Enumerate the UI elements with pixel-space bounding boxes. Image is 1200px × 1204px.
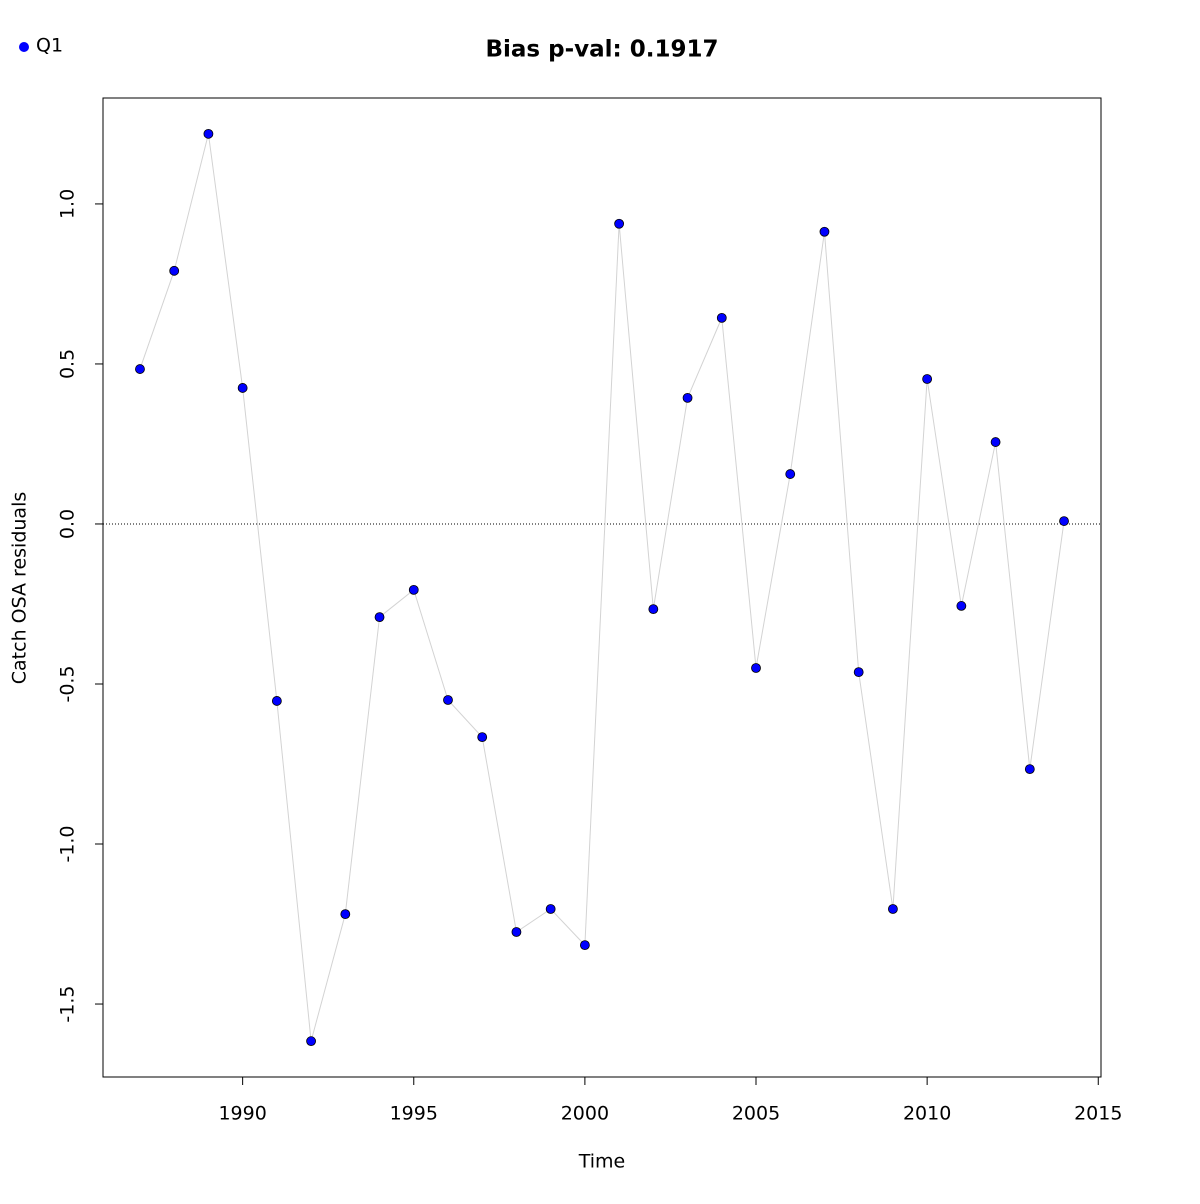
point (340, 909, 351, 920)
x-tick-label: 2000 (561, 1103, 609, 1125)
point (956, 601, 967, 611)
point (888, 904, 898, 914)
y-tick-label: -1.5 (57, 985, 79, 1022)
point (922, 374, 933, 384)
point (853, 667, 864, 678)
x-tick-label: 1990 (218, 1103, 266, 1125)
y-tick-label: -0.5 (57, 665, 79, 702)
point (169, 265, 180, 276)
y-tick-label: 1.0 (57, 189, 79, 219)
point (682, 392, 693, 403)
x-tick-label: 1995 (390, 1103, 438, 1125)
point (237, 383, 248, 393)
y-tick-label: 0.5 (57, 349, 79, 379)
point (579, 940, 590, 951)
y-tick-label: -1.0 (57, 825, 79, 862)
series-line (139, 133, 1065, 1042)
legend-label: Q1 (36, 35, 63, 57)
point (716, 312, 727, 323)
point (511, 927, 522, 937)
point (990, 437, 1001, 447)
point (203, 128, 214, 139)
x-tick-label: 2010 (903, 1103, 951, 1125)
point (819, 226, 830, 237)
x-axis-label: Time (578, 1151, 626, 1173)
x-tick-label: 2005 (732, 1103, 780, 1125)
point (1059, 516, 1069, 526)
x-tick-label: 2015 (1074, 1103, 1122, 1125)
y-tick-label: 0.0 (57, 509, 79, 539)
point (374, 612, 385, 623)
chart-title: Bias p-val: 0.1917 (486, 37, 719, 63)
point (306, 1036, 316, 1047)
point (443, 695, 453, 705)
point (614, 218, 625, 229)
point (751, 663, 761, 673)
point (545, 904, 556, 914)
point (1024, 764, 1035, 775)
point (785, 469, 796, 479)
point (135, 364, 145, 374)
point (271, 696, 282, 706)
point (477, 732, 488, 743)
point (648, 604, 659, 615)
point (408, 585, 419, 595)
y-axis-label: Catch OSA residuals (9, 492, 31, 684)
legend-marker (19, 42, 29, 52)
